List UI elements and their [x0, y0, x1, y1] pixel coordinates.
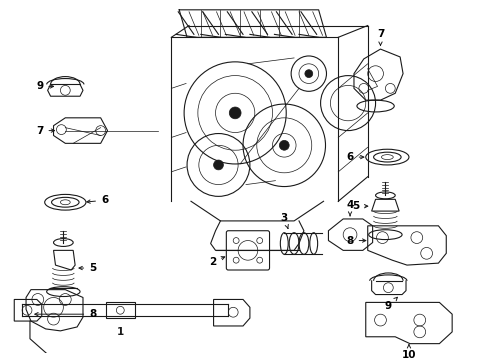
- Text: 8: 8: [346, 235, 365, 246]
- Circle shape: [304, 70, 312, 77]
- Text: 7: 7: [36, 126, 55, 136]
- Circle shape: [229, 107, 241, 119]
- Text: 5: 5: [351, 201, 367, 211]
- Text: 9: 9: [36, 81, 54, 91]
- Text: 8: 8: [35, 309, 96, 319]
- Circle shape: [213, 160, 223, 170]
- Circle shape: [279, 140, 288, 150]
- Text: 6: 6: [87, 195, 108, 205]
- Text: 7: 7: [376, 30, 384, 45]
- Text: 2: 2: [208, 257, 224, 267]
- Text: 5: 5: [79, 263, 96, 273]
- Text: 6: 6: [346, 152, 363, 162]
- Text: 3: 3: [280, 213, 288, 229]
- Text: 1: 1: [117, 327, 123, 337]
- Text: 10: 10: [401, 345, 415, 360]
- Text: 4: 4: [346, 200, 353, 216]
- Text: 9: 9: [384, 297, 397, 311]
